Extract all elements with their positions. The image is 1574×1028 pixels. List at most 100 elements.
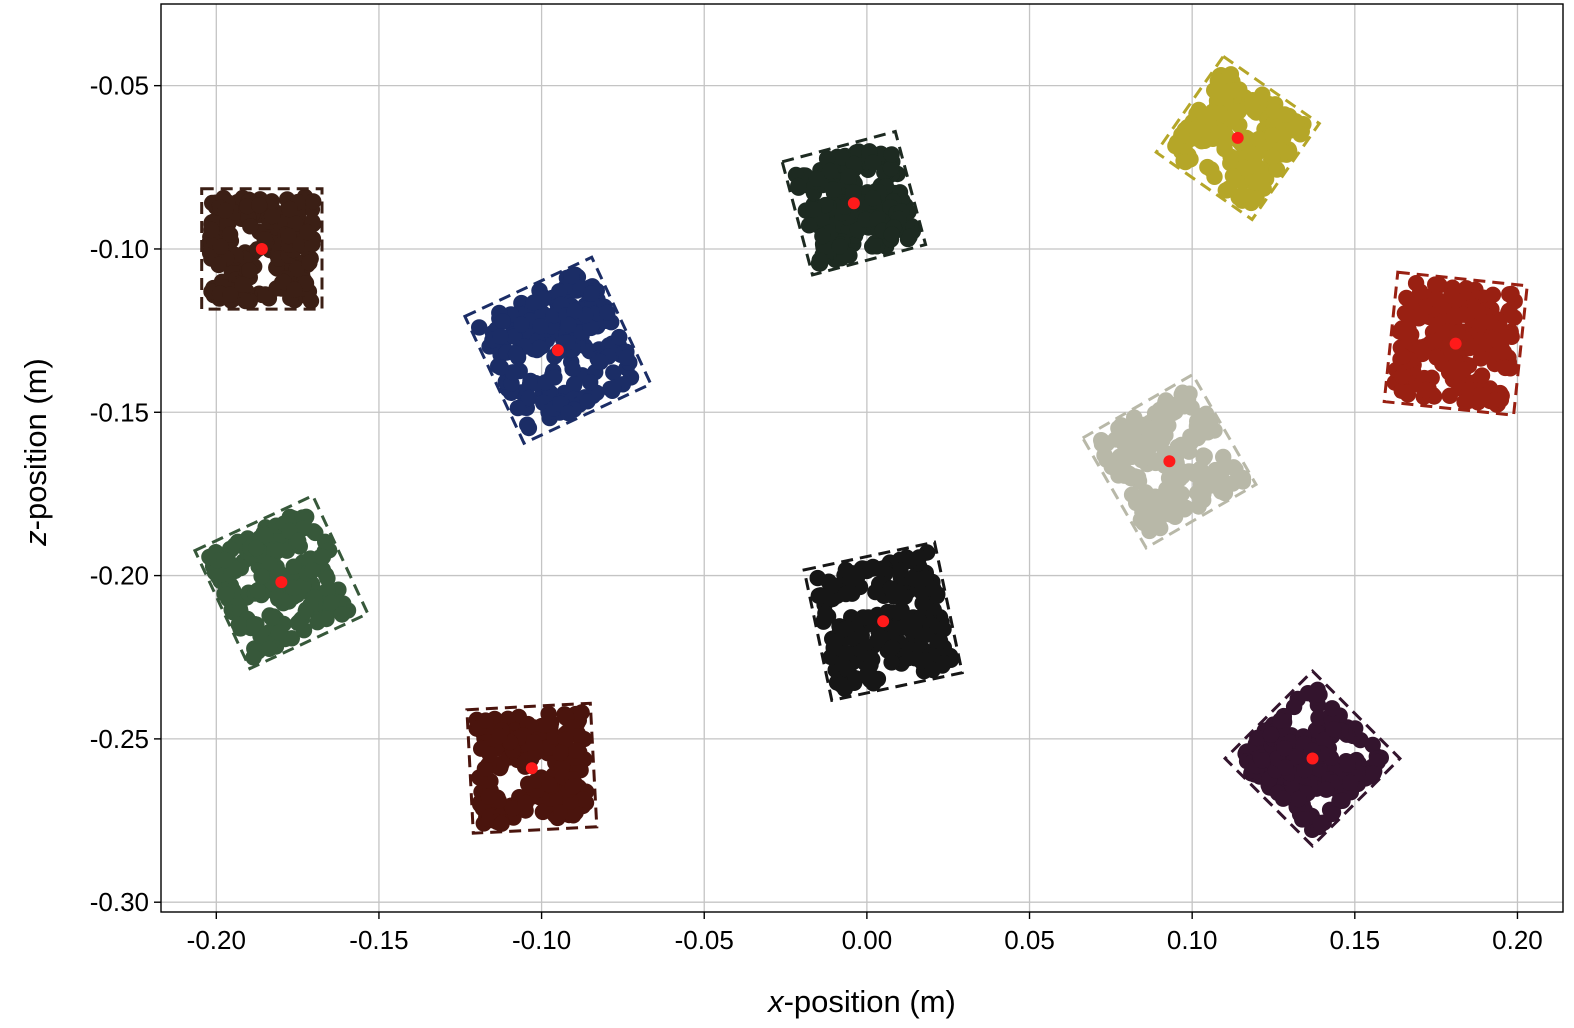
cluster-point — [862, 649, 880, 666]
cluster-point — [883, 654, 900, 671]
cluster-point — [1501, 286, 1518, 303]
cluster-boxes — [192, 54, 1529, 849]
cluster-10-centroid — [1306, 752, 1319, 765]
cluster-point — [1290, 790, 1307, 808]
cluster-point — [1247, 144, 1264, 161]
cluster-point — [582, 319, 600, 337]
cluster-point — [528, 772, 545, 789]
cluster-point — [1417, 381, 1435, 399]
cluster-point — [1497, 359, 1514, 377]
cluster-9-centroid — [525, 762, 538, 775]
cluster-point — [270, 624, 288, 641]
cluster-point — [1250, 130, 1268, 148]
cluster-point — [1234, 469, 1252, 487]
cluster-point — [242, 218, 259, 235]
cluster-point — [1469, 302, 1486, 320]
cluster-point — [263, 193, 280, 210]
cluster-centroids — [255, 131, 1462, 775]
cluster-1-bounding-box — [200, 187, 324, 311]
cluster-point — [845, 184, 862, 201]
cluster-point — [218, 586, 235, 603]
cluster-point — [831, 238, 849, 255]
cluster-point — [1455, 361, 1473, 378]
cluster-point — [805, 201, 822, 218]
cluster-point — [286, 281, 303, 298]
y-tick-label: -0.10 — [90, 234, 149, 264]
cluster-point — [1196, 469, 1214, 487]
cluster-point — [1249, 729, 1266, 747]
x-tick-label: 0.15 — [1330, 925, 1381, 955]
cluster-point — [847, 670, 865, 687]
cluster-point — [1334, 792, 1351, 809]
cluster-point — [1156, 408, 1173, 425]
x-tick-label: -0.10 — [512, 925, 571, 955]
cluster-point — [1162, 506, 1179, 523]
cluster-point — [1208, 82, 1225, 99]
cluster-1-centroid — [255, 242, 268, 255]
cluster-point — [1177, 153, 1194, 171]
cluster-6-points — [1093, 384, 1252, 540]
cluster-point — [1398, 305, 1415, 322]
cluster-point — [280, 227, 297, 245]
cluster-point — [560, 316, 577, 334]
cluster-point — [1365, 765, 1382, 782]
cluster-point — [564, 778, 582, 795]
cluster-2-centroid — [551, 344, 564, 357]
cluster-point — [1472, 350, 1490, 367]
cluster-point — [1310, 709, 1327, 727]
cluster-point — [552, 744, 569, 762]
cluster-point — [1264, 127, 1281, 144]
y-tick-label: -0.20 — [90, 561, 149, 591]
cluster-point — [901, 228, 918, 245]
cluster-point — [287, 215, 304, 232]
cluster-point — [301, 254, 318, 271]
cluster-point — [892, 584, 909, 602]
cluster-4-centroid — [1231, 131, 1244, 144]
cluster-point — [1296, 761, 1313, 779]
x-tick-label: 0.20 — [1492, 925, 1543, 955]
cluster-point — [531, 339, 548, 357]
cluster-point — [299, 223, 316, 241]
cluster-point — [1277, 759, 1294, 776]
cluster-point — [817, 605, 834, 622]
y-axis-ticks: -0.05 -0.10 -0.15 -0.20 -0.25 -0.30 — [90, 71, 161, 917]
cluster-point — [222, 286, 239, 303]
cluster-point — [290, 532, 307, 550]
cluster-point — [304, 562, 321, 579]
cluster-point — [546, 369, 563, 386]
cluster-point — [471, 319, 488, 336]
cluster-point — [1133, 489, 1150, 506]
cluster-point — [824, 181, 842, 198]
cluster-point — [1189, 484, 1206, 502]
plot-frame — [160, 3, 1564, 913]
cluster-point — [319, 570, 336, 587]
cluster-point — [1403, 326, 1420, 343]
cluster-point — [504, 800, 521, 817]
cluster-point — [1129, 469, 1147, 486]
cluster-point — [1503, 328, 1520, 345]
cluster-point — [605, 379, 622, 397]
cluster-point — [285, 558, 302, 575]
cluster-point — [562, 793, 579, 810]
cluster-point — [1427, 276, 1444, 293]
cluster-point — [1402, 293, 1420, 310]
cluster-point — [1248, 158, 1266, 175]
cluster-point — [579, 393, 596, 410]
cluster-2-bounding-box — [462, 255, 653, 446]
cluster-3-centroid — [847, 197, 860, 210]
cluster-point — [931, 632, 949, 650]
cluster-point — [1189, 122, 1206, 139]
cluster-point — [1449, 324, 1466, 341]
cluster-point — [1325, 721, 1342, 738]
cluster-6-centroid — [1163, 455, 1176, 468]
cluster-point — [230, 616, 247, 633]
cluster-point — [1292, 126, 1309, 143]
cluster-point — [1299, 685, 1317, 702]
cluster-point — [1294, 811, 1311, 828]
y-tick-label: -0.25 — [90, 724, 149, 754]
cluster-point — [234, 276, 251, 293]
cluster-point — [506, 328, 523, 345]
cluster-point — [820, 573, 837, 590]
cluster-point — [1312, 814, 1329, 832]
